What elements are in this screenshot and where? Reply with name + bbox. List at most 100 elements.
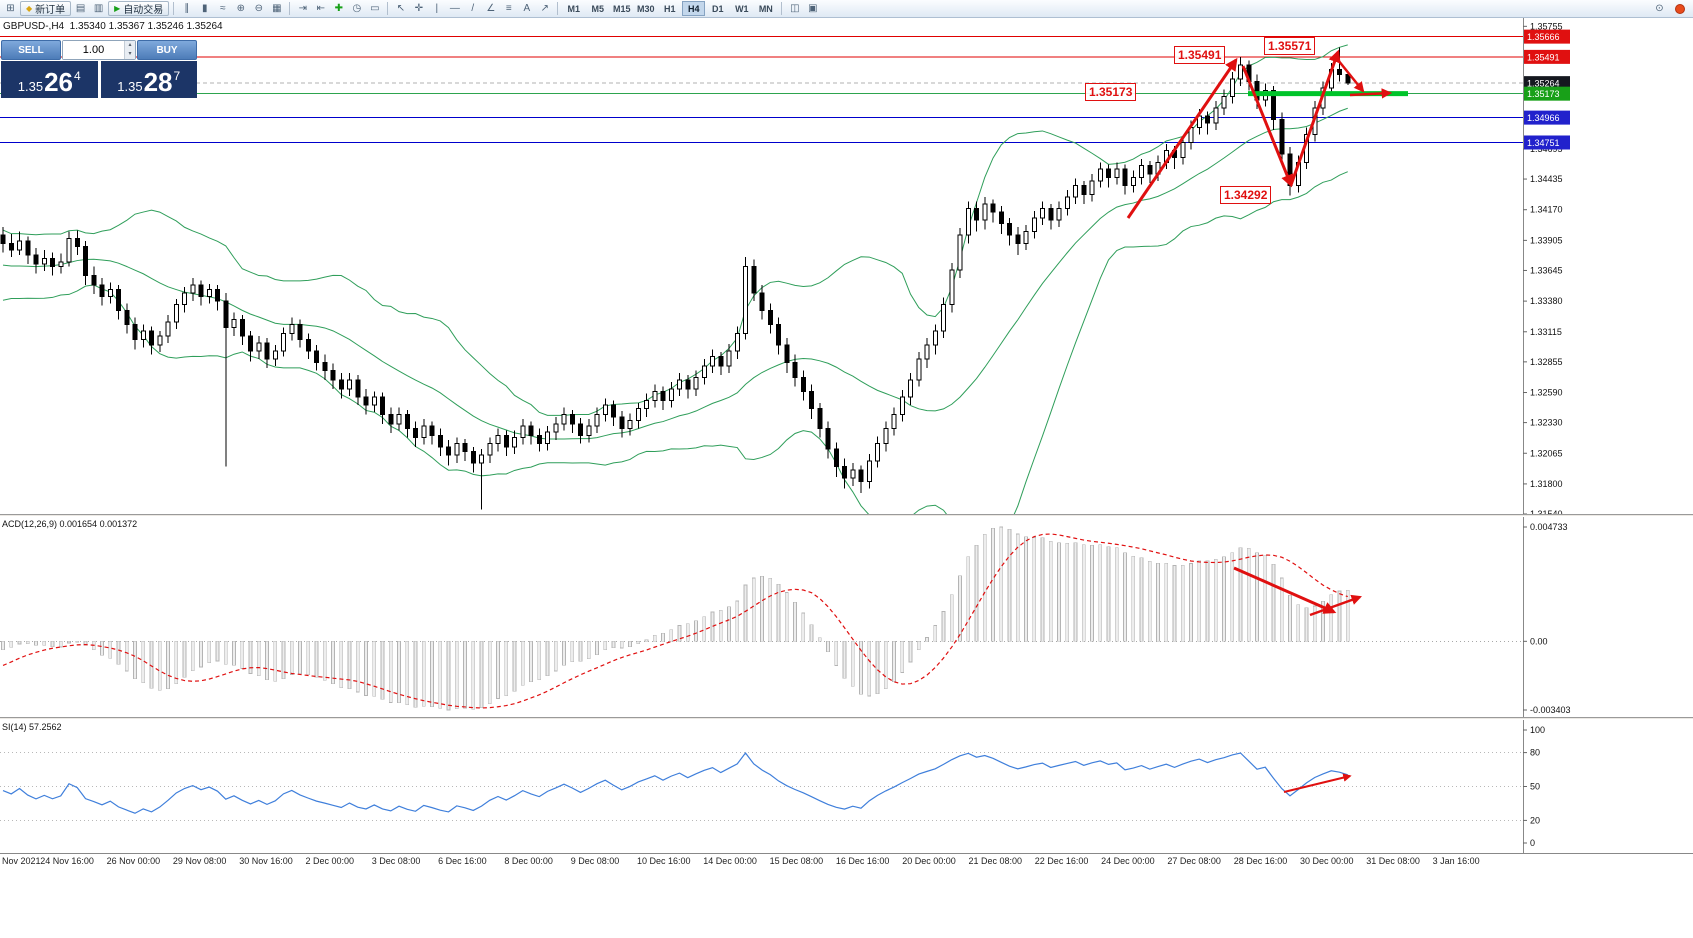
sell-price-display[interactable]: 1.35 26 4: [1, 61, 98, 98]
candle-body: [701, 365, 707, 378]
candle-body: [371, 396, 377, 406]
timeframe-M5[interactable]: M5: [591, 4, 605, 14]
search-button[interactable]: ⊙: [1655, 3, 1664, 14]
auto-trading-button[interactable]: ▶ 自动交易: [108, 1, 170, 16]
candle-body: [0, 234, 6, 244]
market-watch-button[interactable]: ▤: [75, 3, 86, 14]
candle-body: [17, 240, 22, 251]
macd-histogram-bar: [586, 641, 591, 660]
timeframe-H1[interactable]: H1: [664, 4, 676, 14]
macd-histogram-bar: [339, 641, 344, 689]
candle-body: [1147, 165, 1153, 175]
template-button[interactable]: ▣: [808, 3, 818, 14]
trend-arrow[interactable]: [1233, 566, 1337, 614]
buy-button[interactable]: BUY: [137, 40, 197, 60]
price-level-badge-label: 1.35666: [1527, 32, 1560, 42]
notification-badge[interactable]: [1675, 3, 1685, 14]
trend-arrow[interactable]: [1283, 773, 1352, 793]
macd-histogram-bar: [314, 641, 319, 678]
volume-decrease-button[interactable]: ▾: [125, 50, 135, 59]
price-tick-label: 1.32330: [1530, 418, 1563, 428]
candle-body: [916, 358, 922, 381]
add-indicator-button[interactable]: ✚: [334, 3, 343, 14]
volume-increase-button[interactable]: ▴: [125, 41, 135, 50]
chart-shift-button[interactable]: ⇤: [316, 3, 325, 14]
indicator-list-button[interactable]: ◫: [790, 3, 800, 14]
auto-scroll-button[interactable]: ⇥: [298, 3, 307, 14]
cursor-button[interactable]: ↖: [396, 3, 405, 14]
arrow-tool-button[interactable]: ↗: [540, 3, 549, 14]
macd-histogram-bar: [364, 641, 368, 696]
trendline-button[interactable]: /: [471, 3, 475, 14]
pane-separator[interactable]: [0, 717, 1693, 720]
macd-histogram-bar: [595, 641, 599, 655]
one-click-price-row: 1.35 26 4 1.35 28 7: [1, 61, 197, 98]
rsi-panel: SI(14) 57.2562 100 80 50 20 0: [0, 720, 1693, 853]
timeframe-W1[interactable]: W1: [735, 4, 749, 14]
candle-body: [809, 390, 814, 410]
candle-body: [479, 454, 484, 464]
tile-windows-button[interactable]: ▦: [272, 3, 282, 14]
candle-body: [594, 413, 600, 427]
candle-body: [776, 323, 781, 346]
price-annotation[interactable]: 1.35571: [1264, 37, 1316, 55]
trend-arrow[interactable]: [1289, 49, 1341, 186]
macd-histogram-bar: [809, 624, 814, 642]
trend-arrow[interactable]: [1337, 59, 1365, 93]
candle-body: [182, 292, 187, 306]
macd-histogram-bar: [1131, 555, 1136, 642]
volume-input[interactable]: [63, 41, 124, 59]
new-order-button[interactable]: ◆ 新订单: [20, 1, 72, 16]
horizontal-line-button[interactable]: —: [449, 3, 460, 14]
crosshair-button[interactable]: ✛: [414, 3, 423, 14]
timeframe-D1[interactable]: D1: [712, 4, 724, 14]
candle-body: [99, 284, 105, 297]
candle-body: [66, 238, 72, 263]
timeframe-M15[interactable]: M15: [613, 4, 631, 14]
fibonacci-button[interactable]: ≡: [505, 3, 512, 14]
timeframe-MN[interactable]: MN: [758, 4, 773, 14]
navigator-button[interactable]: ▥: [93, 3, 104, 14]
trend-arrow[interactable]: [1309, 594, 1362, 617]
price-level-badge-label: 1.35264: [1527, 79, 1560, 89]
line-chart-button[interactable]: ≈: [220, 3, 226, 14]
sell-button[interactable]: SELL: [1, 40, 61, 60]
timeframe-M1[interactable]: M1: [567, 4, 581, 14]
bar-chart-button[interactable]: ∥: [184, 3, 190, 14]
price-annotation[interactable]: 1.35173: [1085, 83, 1137, 101]
macd-histogram-bar: [1337, 590, 1342, 642]
macd-histogram-bar: [1081, 544, 1086, 642]
trend-arrow[interactable]: [1126, 57, 1238, 219]
candle-body: [1130, 176, 1136, 186]
candle-body: [751, 265, 757, 294]
zoom-out-button[interactable]: ⊖: [254, 3, 263, 14]
macd-histogram-bar: [372, 641, 377, 697]
zoom-in-button[interactable]: ⊕: [236, 3, 245, 14]
trend-arrow[interactable]: [1349, 88, 1393, 99]
pane-separator[interactable]: [0, 514, 1693, 517]
period-clock-button[interactable]: ◷: [352, 3, 362, 14]
candle-body: [289, 323, 295, 335]
channel-button[interactable]: ∠: [486, 3, 496, 14]
price-annotation[interactable]: 1.35491: [1174, 46, 1226, 64]
timeframe-H4[interactable]: H4: [682, 1, 706, 16]
candle-body: [685, 379, 691, 390]
buy-price-display[interactable]: 1.35 28 7: [100, 61, 197, 98]
text-button[interactable]: A: [523, 3, 531, 14]
time-axis-label: 3 Dec 08:00: [371, 856, 421, 866]
data-window-button[interactable]: ▭: [370, 3, 380, 14]
new-chart-button[interactable]: ⊞: [6, 3, 15, 14]
macd-histogram-bar: [925, 637, 929, 642]
macd-histogram-bar: [397, 641, 401, 704]
candle-body: [314, 350, 319, 363]
trend-arrow[interactable]: [1241, 65, 1294, 188]
price-annotation[interactable]: 1.34292: [1220, 186, 1272, 204]
volume-stepper[interactable]: ▴ ▾: [62, 40, 136, 60]
candle-body: [602, 404, 608, 415]
macd-histogram-bar: [1114, 547, 1119, 642]
candlestick-chart-button[interactable]: ▮: [202, 3, 208, 14]
macd-histogram-bar: [1321, 601, 1325, 642]
macd-panel: ACD(12,26,9) 0.001654 0.001372 0.004733 0…: [0, 517, 1693, 717]
timeframe-M30[interactable]: M30: [637, 4, 655, 14]
vertical-line-button[interactable]: |: [435, 3, 439, 14]
